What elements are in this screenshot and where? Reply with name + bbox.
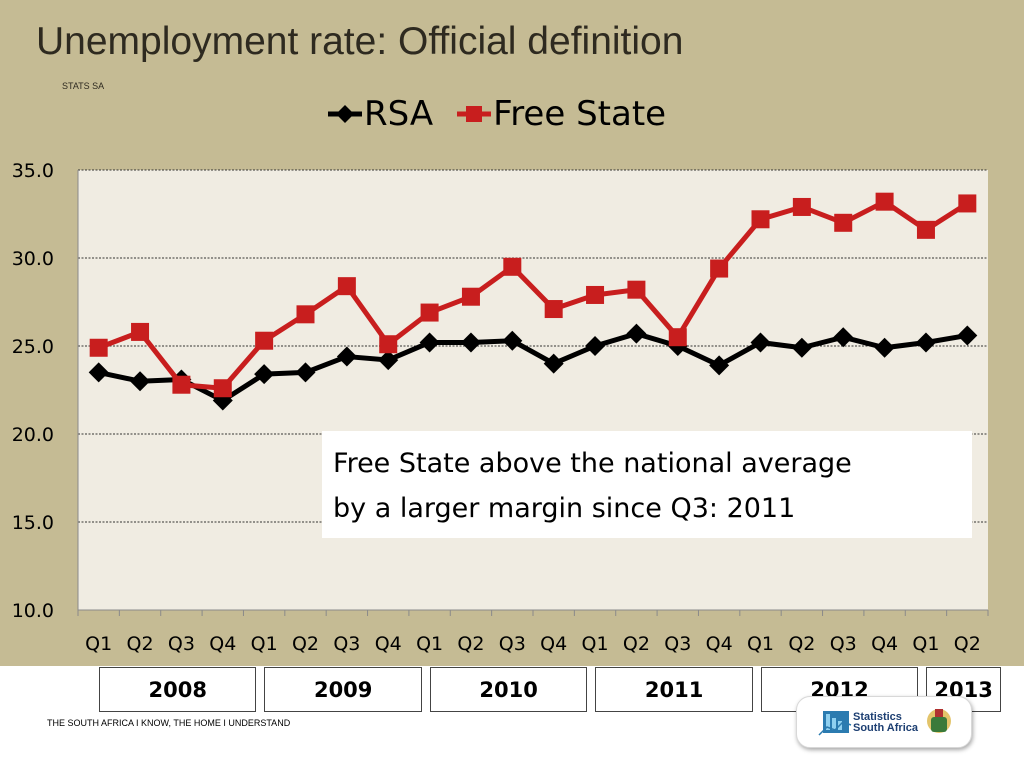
logo-text: Statistics South Africa xyxy=(853,712,918,734)
year-group-label: 2011 xyxy=(595,667,753,712)
data-point-free-state xyxy=(792,197,811,216)
annotation-line-2: by a larger margin since Q3: 2011 xyxy=(333,493,796,524)
x-tick-label: Q4 xyxy=(375,633,402,655)
data-point-rsa xyxy=(295,362,316,383)
data-point-rsa xyxy=(791,337,812,358)
data-point-rsa xyxy=(460,332,481,353)
source-label: STATS SA xyxy=(62,81,105,91)
data-point-rsa xyxy=(130,371,151,392)
x-tick-label: Q1 xyxy=(912,633,939,655)
data-point-free-state xyxy=(586,285,605,304)
data-point-rsa xyxy=(336,346,357,367)
data-point-free-state xyxy=(751,210,770,229)
data-point-rsa xyxy=(709,355,730,376)
x-tick-label: Q3 xyxy=(664,633,691,655)
data-point-rsa xyxy=(88,362,109,383)
data-point-rsa xyxy=(585,336,606,356)
data-point-free-state xyxy=(668,328,687,347)
x-tick-label: Q1 xyxy=(251,633,278,655)
y-tick-label: 30.0 xyxy=(12,248,54,270)
y-tick-label: 25.0 xyxy=(12,336,54,358)
data-point-rsa xyxy=(378,350,399,371)
data-point-free-state xyxy=(710,259,729,278)
data-point-rsa xyxy=(957,325,978,346)
data-point-free-state xyxy=(379,335,398,354)
stats-sa-logo: Statistics South Africa xyxy=(796,696,972,748)
x-tick-label: Q2 xyxy=(788,633,815,655)
stats-sa-emblem-icon xyxy=(818,709,951,736)
data-point-free-state xyxy=(131,322,150,341)
x-tick-label: Q1 xyxy=(582,633,609,655)
data-point-free-state xyxy=(255,331,274,350)
data-point-free-state xyxy=(420,303,439,322)
slide-title: Unemployment rate: Official definition xyxy=(36,20,684,63)
data-point-free-state xyxy=(172,375,191,394)
series-line-rsa xyxy=(98,331,968,404)
x-tick-label: Q2 xyxy=(623,633,650,655)
data-point-free-state xyxy=(958,194,977,213)
data-point-free-state xyxy=(503,257,522,276)
chart-legend: RSA Free State xyxy=(328,92,690,136)
data-point-rsa xyxy=(874,337,895,358)
data-point-free-state xyxy=(544,300,563,319)
year-group-label: 2008 xyxy=(99,667,257,712)
legend-marker-square-icon xyxy=(457,106,492,122)
data-point-rsa xyxy=(419,332,440,353)
x-tick-label: Q2 xyxy=(292,633,319,655)
data-point-rsa xyxy=(750,332,771,353)
chart-annotation: Free State above the national average by… xyxy=(322,431,972,538)
x-tick-label: Q1 xyxy=(747,633,774,655)
logo-text-line-2: South Africa xyxy=(853,722,918,734)
y-tick-label: 35.0 xyxy=(12,160,54,182)
x-tick-label: Q4 xyxy=(540,633,567,655)
data-point-rsa xyxy=(254,364,275,385)
annotation-line-1: Free State above the national average xyxy=(333,448,852,479)
year-group-label: 2009 xyxy=(264,667,422,712)
data-point-free-state xyxy=(875,192,894,211)
legend-item-rsa: RSA xyxy=(328,94,433,134)
x-tick-label: Q3 xyxy=(333,633,360,655)
data-point-rsa xyxy=(502,330,523,351)
x-tick-label: Q2 xyxy=(457,633,484,655)
x-tick-label: Q1 xyxy=(416,633,443,655)
data-point-free-state xyxy=(461,287,480,306)
x-tick-label: Q3 xyxy=(499,633,526,655)
data-point-free-state xyxy=(834,213,853,232)
x-tick-label: Q2 xyxy=(127,633,154,655)
data-point-free-state xyxy=(627,280,646,299)
x-tick-label: Q2 xyxy=(954,633,981,655)
x-tick-label: Q3 xyxy=(168,633,195,655)
x-tick-label: Q4 xyxy=(706,633,733,655)
x-tick-label: Q4 xyxy=(871,633,898,655)
line-chart: 10.0 15.0 20.0 25.0 30.0 35.0 Q1 Q2 Q3 Q4 Q1 Q2 Q3 Q4… xyxy=(12,160,989,655)
x-tick-label: Q4 xyxy=(209,633,236,655)
footer-tagline: THE SOUTH AFRICA I KNOW, THE HOME I UNDE… xyxy=(47,718,291,728)
data-point-free-state xyxy=(296,305,315,324)
data-point-rsa xyxy=(626,323,647,344)
legend-label-free-state: Free State xyxy=(493,94,667,134)
data-point-free-state xyxy=(916,220,935,239)
legend-marker-diamond-icon xyxy=(328,105,362,123)
y-tick-label: 10.0 xyxy=(12,600,54,622)
data-point-rsa xyxy=(915,332,936,353)
data-point-free-state xyxy=(89,338,108,357)
year-group-label: 2010 xyxy=(429,667,588,712)
logo-text-line-1: Statistics xyxy=(853,711,902,723)
data-point-free-state xyxy=(213,379,232,398)
y-tick-label: 20.0 xyxy=(12,424,54,446)
data-point-rsa xyxy=(543,353,564,374)
legend-item-free-state: Free State xyxy=(457,94,666,134)
x-tick-label: Q1 xyxy=(85,633,112,655)
y-tick-label: 15.0 xyxy=(12,512,54,534)
legend-label-rsa: RSA xyxy=(364,94,434,134)
x-tick-label: Q3 xyxy=(830,633,857,655)
series-line-free-state xyxy=(97,199,969,391)
data-point-rsa xyxy=(833,327,854,348)
data-point-free-state xyxy=(337,277,356,296)
